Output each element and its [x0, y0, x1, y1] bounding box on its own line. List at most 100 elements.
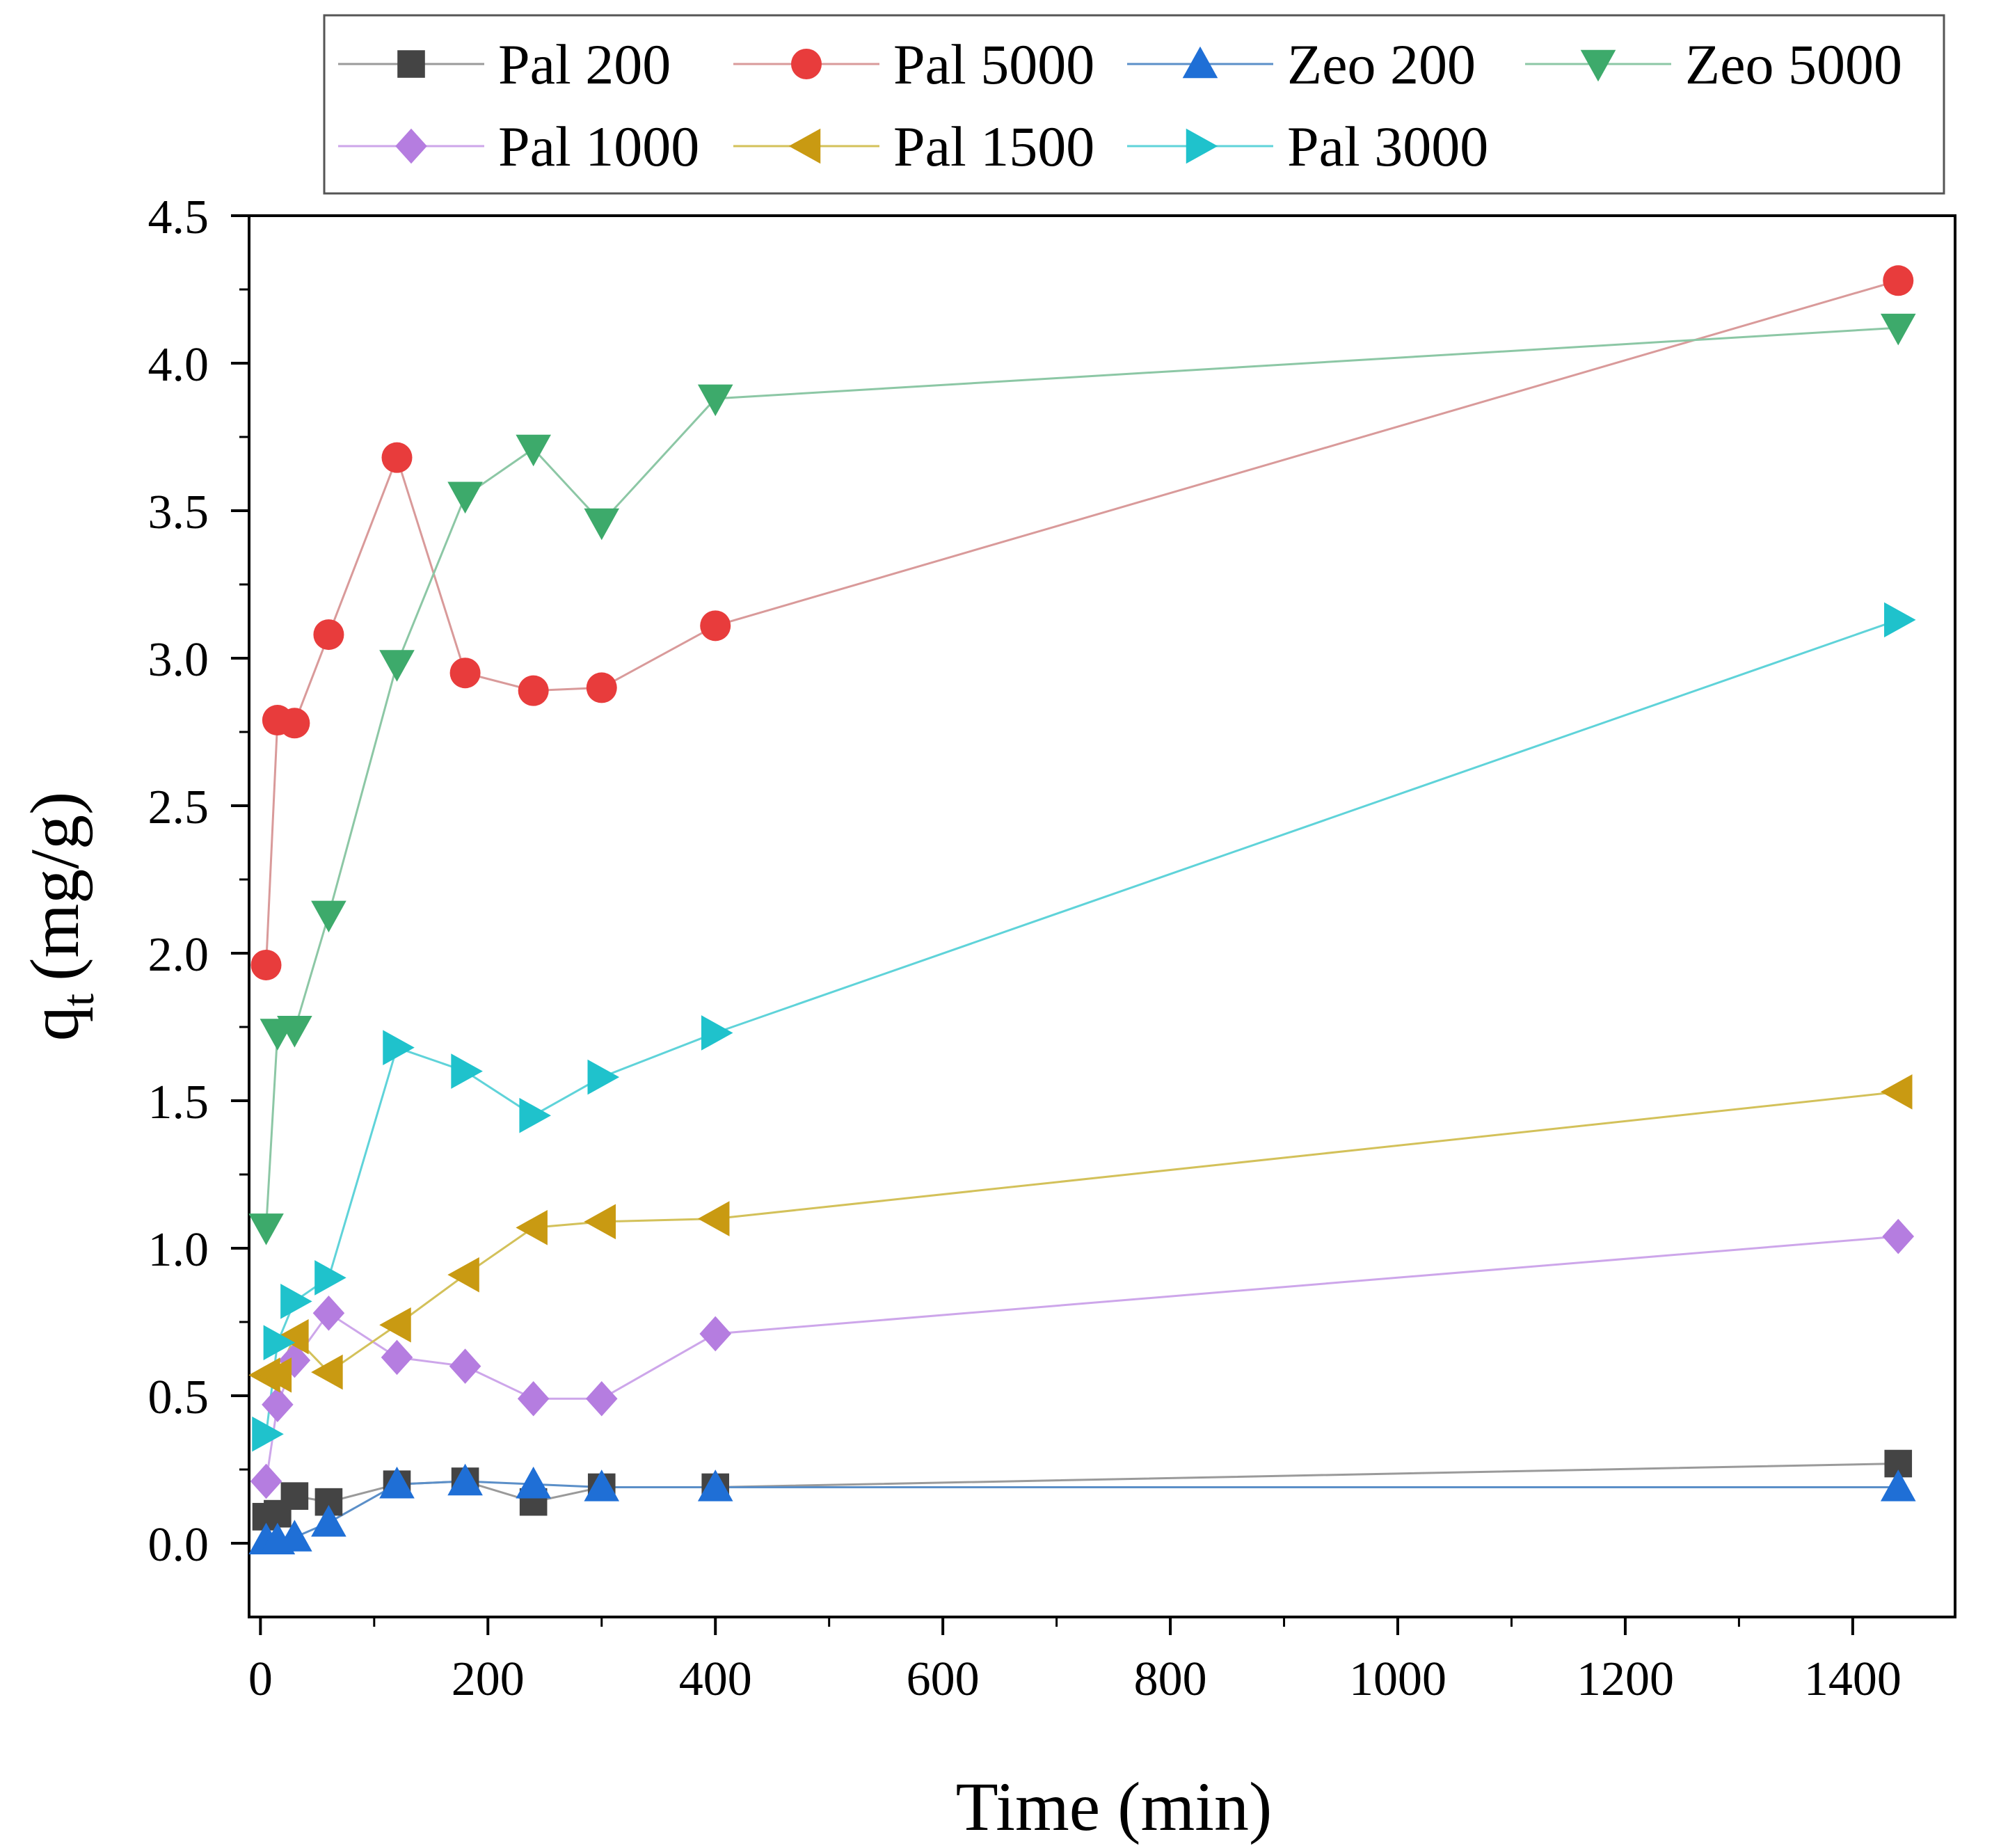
legend-entry: Pal 1000: [338, 115, 699, 178]
data-point-zeo-200: [311, 1505, 346, 1537]
data-point-pal-1500: [1880, 1074, 1913, 1110]
data-point-pal-1000: [312, 1295, 345, 1331]
data-point-zeo-200: [277, 1520, 312, 1552]
series-lines: [265, 279, 1899, 1542]
data-point-pal-1000: [699, 1316, 731, 1352]
x-tick-label: 200: [452, 1652, 525, 1706]
data-point-pal-3000: [587, 1059, 620, 1095]
legend-label: Pal 1500: [893, 115, 1094, 178]
data-point-pal-1500: [311, 1354, 343, 1390]
data-point-pal-3000: [314, 1260, 346, 1296]
data-point-pal-5000: [313, 619, 344, 651]
data-point-pal-5000: [518, 675, 549, 706]
legend-marker: [791, 49, 822, 79]
data-point-zeo-200: [584, 1469, 620, 1502]
data-point-zeo-200: [516, 1466, 551, 1499]
data-point-pal-3000: [519, 1097, 551, 1133]
y-tick-label: 1.5: [148, 1076, 209, 1129]
y-axis-title-main: q: [16, 1006, 93, 1041]
series-line-pal-1000: [265, 1235, 1899, 1482]
data-point-zeo-5000: [248, 1213, 284, 1245]
data-point-zeo-5000: [516, 434, 551, 467]
data-point-pal-1500: [260, 1357, 292, 1393]
data-point-pal-1500: [447, 1257, 479, 1293]
y-axis-title-unit: (mg/g): [16, 792, 93, 981]
legend-label: Zeo 200: [1287, 33, 1476, 96]
data-point-zeo-5000: [311, 900, 346, 933]
data-point-pal-5000: [586, 672, 617, 703]
legend-marker: [1186, 128, 1218, 164]
x-tick-label: 1200: [1577, 1652, 1674, 1706]
data-point-pal-1000: [250, 1463, 282, 1499]
plot-frame: [248, 214, 1956, 1618]
legend-marker: [397, 50, 425, 78]
data-point-zeo-5000: [697, 384, 733, 417]
x-tick-label: 1000: [1349, 1652, 1446, 1706]
legend-entry: Zeo 5000: [1525, 33, 1902, 96]
series-line-pal-3000: [265, 619, 1899, 1435]
axes: 0 200 400 600 800 1000 1200 1400 0.0 0.5 1.0 1.5 2.0…: [148, 191, 1902, 1706]
y-tick-label: 4.0: [148, 338, 209, 392]
y-tick-label: 3.0: [148, 633, 209, 687]
data-point-pal-1500: [379, 1307, 411, 1343]
data-point-pal-1000: [517, 1380, 550, 1417]
series-line-pal-5000: [265, 279, 1899, 966]
x-tick-label: 400: [679, 1652, 752, 1706]
data-point-pal-5000: [381, 442, 413, 473]
x-tick-label: 800: [1134, 1652, 1207, 1706]
data-point-zeo-200: [1880, 1469, 1916, 1502]
data-point-pal-5000: [250, 949, 282, 980]
legend-label: Pal 5000: [893, 33, 1094, 96]
series-markers: [248, 265, 1916, 1554]
series-line-pal-200: [266, 1463, 1899, 1518]
data-point-pal-5000: [279, 708, 310, 739]
data-point-pal-1000: [449, 1348, 481, 1384]
data-point-zeo-5000: [1880, 313, 1916, 346]
data-point-pal-1500: [277, 1319, 309, 1355]
legend-entry: Pal 1500: [733, 115, 1094, 178]
legend-label: Pal 1000: [498, 115, 699, 178]
legend: Pal 200 Pal 5000 Zeo 200 Zeo 5000 Pal 1000 Pa…: [323, 14, 1945, 195]
data-point-zeo-200: [447, 1463, 483, 1496]
data-point-pal-1000: [1882, 1218, 1915, 1254]
y-tick-label: 2.5: [148, 781, 209, 834]
legend-label: Pal 3000: [1287, 115, 1488, 178]
x-tick-label: 600: [907, 1652, 980, 1706]
data-point-zeo-5000: [447, 481, 483, 514]
svg-text:qt(mg/g): qt (mg/g): [16, 792, 104, 1042]
legend-marker: [1580, 49, 1616, 82]
legend-marker: [1182, 46, 1218, 79]
data-point-zeo-200: [697, 1469, 733, 1502]
data-point-pal-3000: [252, 1416, 284, 1452]
legend-marker: [788, 128, 821, 164]
x-axis-title: Time (min): [956, 1768, 1273, 1845]
data-point-zeo-5000: [277, 1016, 312, 1048]
data-point-pal-1000: [262, 1387, 294, 1423]
data-point-pal-1000: [381, 1339, 413, 1376]
series-line-zeo-200: [266, 1480, 1899, 1542]
legend-marker: [395, 128, 427, 164]
y-tick-label: 3.5: [148, 486, 209, 539]
data-point-pal-3000: [280, 1284, 312, 1319]
data-point-pal-1500: [584, 1204, 616, 1240]
y-tick-label: 0.0: [148, 1518, 209, 1572]
legend-label: Zeo 5000: [1685, 33, 1902, 96]
y-tick-label: 2.0: [148, 928, 209, 982]
data-point-pal-1500: [697, 1201, 730, 1236]
legend-entry: Pal 5000: [733, 33, 1094, 96]
legend-label: Pal 200: [498, 33, 671, 96]
data-point-pal-3000: [1884, 602, 1916, 638]
legend-entry: Zeo 200: [1127, 33, 1476, 96]
series-line-zeo-5000: [265, 326, 1899, 1228]
series-line-pal-1500: [266, 1090, 1899, 1376]
data-point-zeo-5000: [379, 650, 415, 682]
y-tick-label: 4.5: [148, 191, 209, 244]
data-point-pal-1000: [585, 1380, 618, 1417]
y-axis-title: qt (mg/g): [16, 792, 104, 1042]
data-point-pal-3000: [263, 1325, 296, 1360]
data-point-pal-5000: [1883, 265, 1914, 296]
data-point-pal-200: [280, 1482, 309, 1510]
data-point-zeo-200: [379, 1466, 415, 1499]
legend-entry: Pal 200: [338, 33, 671, 96]
